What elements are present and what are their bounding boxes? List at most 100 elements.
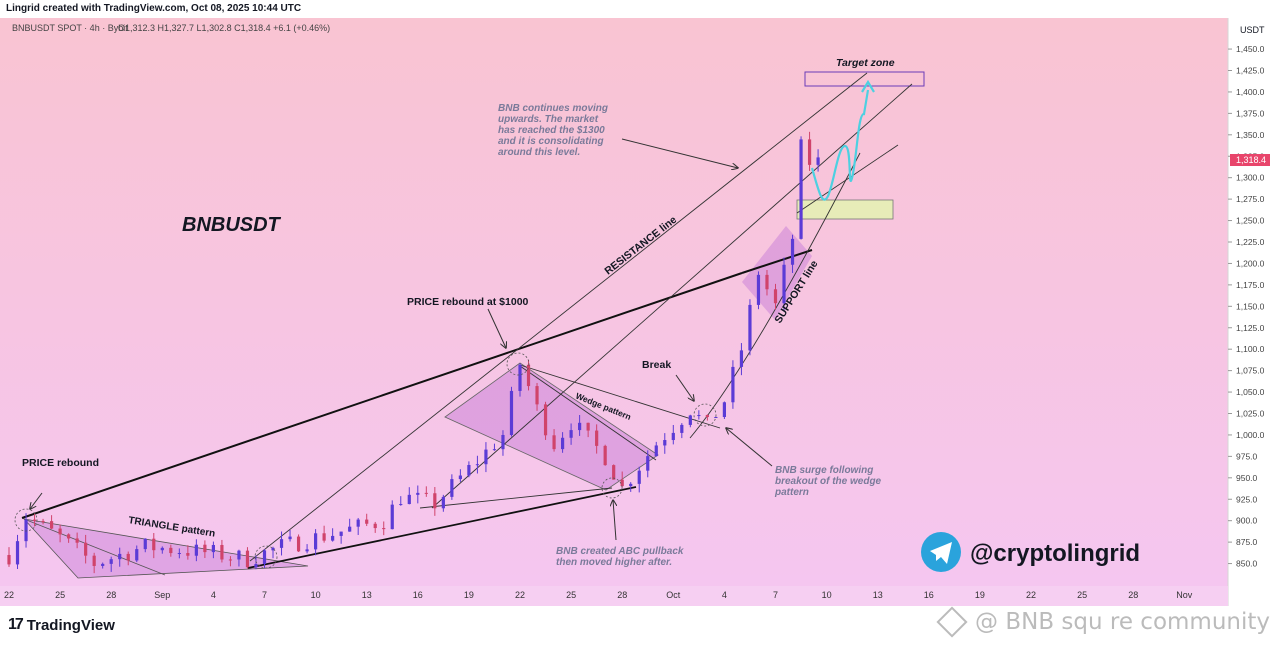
candle-up — [748, 304, 752, 351]
candle-down — [41, 520, 45, 522]
price-tick-label: 1,000.0 — [1236, 430, 1265, 440]
candle-up — [688, 415, 692, 425]
price-tick-label: 1,275.0 — [1236, 194, 1265, 204]
chart-title: BNBUSDT — [182, 214, 282, 236]
candle-down — [433, 493, 437, 509]
candle-up — [143, 538, 147, 550]
target-zone-label: Target zone — [836, 57, 895, 69]
bnb-continues-note: BNB continues moving upwards. The market… — [498, 103, 608, 158]
candle-up — [194, 544, 198, 556]
price-tick-label: 875.0 — [1236, 537, 1258, 547]
lower-support-line — [247, 486, 637, 569]
price-tick-label: 925.0 — [1236, 494, 1258, 504]
surge-line-2: breakout of the wedge — [775, 476, 882, 487]
chart-area[interactable]: 1,450.01,425.01,400.01,375.01,350.01,325… — [0, 18, 1280, 606]
candle-down — [296, 536, 301, 552]
candle-up — [560, 437, 565, 450]
candle-up — [356, 519, 360, 527]
candle-up — [799, 139, 803, 239]
created-text: Lingrid created with TradingView.com, Oc… — [6, 3, 302, 14]
candle-up — [348, 526, 352, 532]
time-tick-label: 13 — [362, 590, 372, 600]
time-tick-label: 22 — [515, 590, 525, 600]
candle-up — [160, 547, 164, 551]
candle-down — [322, 533, 326, 541]
price-tick-label: 1,150.0 — [1236, 301, 1265, 311]
candle-down — [186, 553, 190, 556]
candle-down — [382, 528, 386, 530]
candle-down — [807, 139, 812, 165]
price-tick-label: 1,175.0 — [1236, 280, 1265, 290]
bnb-square-watermark: @ BNB squ re community — [936, 606, 1270, 638]
candle-down — [424, 492, 428, 494]
abc-pullback-note: BNB created ABC pullback then moved high… — [556, 546, 684, 568]
candle-down — [620, 479, 624, 487]
price-tick-label: 1,225.0 — [1236, 237, 1265, 247]
projection-path — [810, 89, 870, 201]
time-tick-label: 10 — [311, 590, 321, 600]
candle-up — [722, 402, 726, 418]
bnb-continues-line-5: around this level. — [498, 147, 580, 158]
price-tick-label: 1,450.0 — [1236, 44, 1265, 54]
candle-up — [237, 550, 241, 560]
price-tick-label: 1,025.0 — [1236, 409, 1265, 419]
candle-up — [288, 536, 292, 540]
time-tick-label: Nov — [1176, 590, 1193, 600]
arrow-break — [675, 374, 694, 401]
circle-sep-breakout — [254, 545, 278, 569]
candle-down — [612, 465, 616, 480]
main-uptrend-line — [21, 272, 743, 519]
candle-down — [373, 523, 377, 529]
candle-up — [416, 492, 420, 495]
candle-up — [509, 390, 514, 435]
symbol-legend[interactable]: BNBUSDT SPOT · 4h · Bybit — [12, 23, 128, 33]
time-tick-label: 4 — [211, 590, 216, 600]
arrow-surge — [726, 428, 773, 467]
candle-down — [203, 544, 207, 553]
candle-up — [756, 274, 761, 305]
time-axis-background — [0, 586, 1228, 606]
circle-abc-bottom — [601, 477, 623, 499]
candle-down — [245, 550, 250, 568]
price-rebound-label: PRICE rebound — [22, 457, 99, 469]
price-axis-currency: USDT — [1240, 25, 1265, 35]
candle-down — [543, 404, 548, 436]
consolidation-zone — [796, 199, 894, 220]
time-axis[interactable]: 22 25 28 Sep 4 7 10 13 16 19 22 25 28 Oct 4 7 10 13 16 19 22… — [4, 590, 1193, 600]
time-tick-label: 19 — [464, 590, 474, 600]
candle-down — [603, 445, 607, 466]
price-tick-label: 950.0 — [1236, 473, 1258, 483]
time-tick-label: 25 — [1077, 590, 1087, 600]
candle-up — [109, 559, 113, 564]
time-tick-label: 22 — [1026, 590, 1036, 600]
bnb-diamond-icon — [936, 606, 968, 638]
candle-up — [467, 464, 471, 476]
price-tick-label: 1,350.0 — [1236, 130, 1265, 140]
price-tick-label: 1,075.0 — [1236, 366, 1265, 376]
telegram-plane-glyph — [930, 542, 952, 564]
price-chart[interactable]: 1,450.01,425.01,400.01,375.01,350.01,325… — [0, 18, 1280, 606]
price-tick-label: 1,400.0 — [1236, 87, 1265, 97]
candle-down — [765, 274, 769, 290]
watermark-text: @ BNB squ re community — [975, 609, 1270, 635]
arrow-bnb-continues — [621, 138, 738, 168]
telegram-handle[interactable]: @cryptolingrid — [921, 532, 1140, 572]
candle-up — [211, 544, 215, 553]
time-tick-label: 7 — [262, 590, 267, 600]
candle-down — [7, 554, 11, 565]
candle-up — [501, 434, 505, 450]
candle-up — [450, 479, 454, 497]
tradingview-logo[interactable]: 17 TradingView — [8, 616, 115, 634]
price-tick-label: 1,100.0 — [1236, 344, 1265, 354]
wedge-upper-line — [519, 364, 721, 429]
candle-up — [629, 483, 633, 487]
candle-down — [705, 415, 709, 418]
time-tick-label: 25 — [55, 590, 65, 600]
candle-down — [220, 544, 224, 560]
candle-down — [67, 534, 71, 539]
circle-aug-low — [14, 508, 38, 532]
candle-up — [790, 238, 795, 265]
price-tick-label: 850.0 — [1236, 559, 1258, 569]
time-tick-label: 22 — [4, 590, 14, 600]
time-tick-label: 28 — [617, 590, 627, 600]
